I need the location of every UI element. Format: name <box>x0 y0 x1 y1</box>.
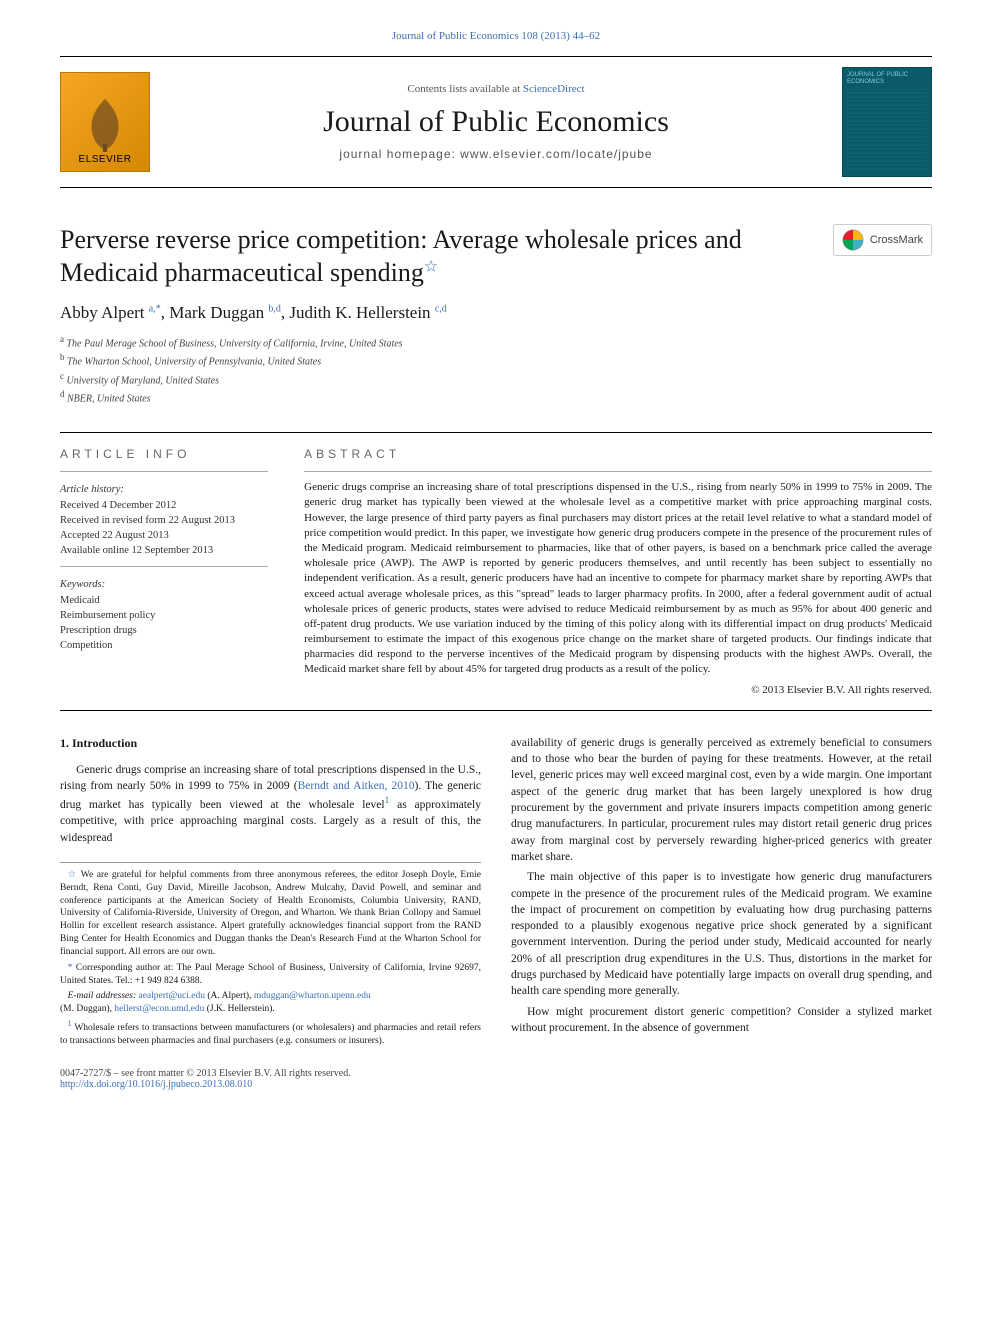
publisher-logo: ELSEVIER <box>60 72 150 172</box>
footnote-1: 1 Wholesale refers to transactions betwe… <box>60 1019 481 1048</box>
info-divider <box>60 566 268 567</box>
contents-prefix: Contents lists available at <box>407 83 522 95</box>
crossmark-icon <box>842 229 864 251</box>
affil-mark-a: a <box>60 334 64 344</box>
author-1-affil: a, <box>149 303 156 314</box>
rule-bottom <box>60 187 932 188</box>
authors-line: Abby Alpert a,*, Mark Duggan b,d, Judith… <box>60 303 932 323</box>
abstract-copyright: © 2013 Elsevier B.V. All rights reserved… <box>304 684 932 696</box>
author-2-affil: b,d <box>268 303 281 314</box>
journal-cover-thumbnail: JOURNAL OF PUBLIC ECONOMICS <box>842 67 932 177</box>
footnote-star: ☆ We are grateful for helpful comments f… <box>60 869 481 959</box>
keywords-label: Keywords: <box>60 577 286 592</box>
affil-b: The Wharton School, University of Pennsy… <box>67 357 321 368</box>
masthead: ELSEVIER Contents lists available at Sci… <box>60 61 932 183</box>
email-alpert[interactable]: aealpert@uci.edu <box>138 991 205 1001</box>
history-accepted: Accepted 22 August 2013 <box>60 528 286 543</box>
footnote-emails: E-mail addresses: aealpert@uci.edu (A. A… <box>60 990 481 1016</box>
email-label: E-mail addresses: <box>68 991 139 1001</box>
article-title: Perverse reverse price competition: Aver… <box>60 224 772 289</box>
history-online: Available online 12 September 2013 <box>60 543 286 558</box>
crossmark-badge[interactable]: CrossMark <box>833 224 932 256</box>
crossmark-label: CrossMark <box>870 234 923 246</box>
intro-para-2: The main objective of this paper is to i… <box>511 869 932 1000</box>
abstract-heading: abstract <box>304 447 932 461</box>
fn1-text: Wholesale refers to transactions between… <box>60 1023 481 1046</box>
fn-corr-text: Corresponding author at: The Paul Merage… <box>60 963 481 986</box>
author-1: Abby Alpert <box>60 303 149 322</box>
email-hellerstein[interactable]: hellerst@econ.umd.edu <box>114 1004 204 1014</box>
affil-d: NBER, United States <box>67 393 151 404</box>
cover-mini-title: JOURNAL OF PUBLIC ECONOMICS <box>847 72 927 85</box>
history-revised: Received in revised form 22 August 2013 <box>60 513 286 528</box>
journal-name: Journal of Public Economics <box>162 105 830 139</box>
history-received: Received 4 December 2012 <box>60 498 286 513</box>
citation-header: Journal of Public Economics 108 (2013) 4… <box>60 30 932 42</box>
keyword-3: Prescription drugs <box>60 623 286 638</box>
rule-top <box>60 56 932 57</box>
keyword-2: Reimbursement policy <box>60 608 286 623</box>
contents-line: Contents lists available at ScienceDirec… <box>162 83 830 95</box>
cover-body-texture <box>847 89 927 172</box>
issn-line: 0047-2727/$ – see front matter © 2013 El… <box>60 1068 932 1079</box>
sciencedirect-link[interactable]: ScienceDirect <box>523 83 585 95</box>
affil-mark-c: c <box>60 371 64 381</box>
section-1-heading: 1. Introduction <box>60 735 481 752</box>
affil-c: University of Maryland, United States <box>67 375 219 386</box>
email2-who: (M. Duggan), <box>60 1004 114 1014</box>
email3-who: (J.K. Hellerstein). <box>204 1004 274 1014</box>
fn-star-text: We are grateful for helpful comments fro… <box>60 870 481 957</box>
keyword-4: Competition <box>60 638 286 653</box>
keyword-1: Medicaid <box>60 593 286 608</box>
citation-link[interactable]: Journal of Public Economics 108 (2013) 4… <box>392 30 600 42</box>
intro-para-1: Generic drugs comprise an increasing sha… <box>60 762 481 846</box>
history-label: Article history: <box>60 482 286 497</box>
fn1-mark: 1 <box>68 1019 72 1028</box>
fn-star-mark: ☆ <box>68 870 78 880</box>
footnote-corresponding: * Corresponding author at: The Paul Mera… <box>60 962 481 988</box>
publisher-name: ELSEVIER <box>79 154 132 165</box>
title-text: Perverse reverse price competition: Aver… <box>60 225 742 287</box>
author-2: , Mark Duggan <box>161 303 269 322</box>
info-rule <box>60 471 268 472</box>
fn-corr-mark: * <box>68 963 73 973</box>
abstract-text: Generic drugs comprise an increasing sha… <box>304 480 932 677</box>
author-3: , Judith K. Hellerstein <box>281 303 435 322</box>
journal-homepage: journal homepage: www.elsevier.com/locat… <box>162 147 830 161</box>
ref-berndt-aitken[interactable]: Berndt and Aitken, 2010 <box>298 780 415 792</box>
email1-who: (A. Alpert), <box>205 991 254 1001</box>
article-info-heading: article info <box>60 447 286 461</box>
title-footnote-marker[interactable]: ☆ <box>424 258 438 275</box>
author-3-affil: c,d <box>435 303 447 314</box>
doi-link[interactable]: http://dx.doi.org/10.1016/j.jpubeco.2013… <box>60 1079 252 1090</box>
footnotes-block: ☆ We are grateful for helpful comments f… <box>60 862 481 1048</box>
elsevier-tree-icon <box>80 94 130 154</box>
affil-mark-b: b <box>60 352 65 362</box>
affiliations: a The Paul Merage School of Business, Un… <box>60 333 932 406</box>
page-footer: 0047-2727/$ – see front matter © 2013 El… <box>60 1068 932 1090</box>
email-duggan[interactable]: mduggan@wharton.upenn.edu <box>254 991 371 1001</box>
abstract-rule <box>304 471 932 472</box>
affil-a: The Paul Merage School of Business, Univ… <box>67 338 403 349</box>
intro-para-3: How might procurement distort generic co… <box>511 1004 932 1037</box>
body-two-column: 1. Introduction Generic drugs comprise a… <box>60 735 932 1048</box>
intro-para-1-cont: availability of generic drugs is general… <box>511 735 932 866</box>
affil-mark-d: d <box>60 389 65 399</box>
